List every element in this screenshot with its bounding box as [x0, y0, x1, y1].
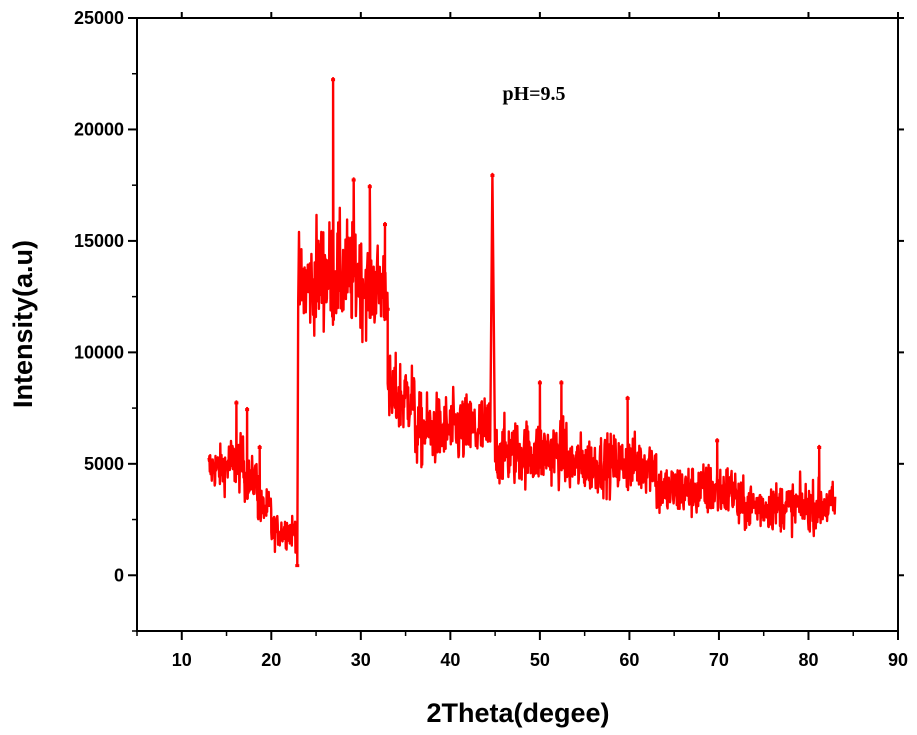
x-tick-label: 90 — [888, 650, 908, 670]
y-tick-label: 20000 — [74, 119, 124, 139]
x-tick-label: 30 — [351, 650, 371, 670]
x-axis-title: 2Theta(degee) — [426, 698, 609, 728]
x-tick-label: 70 — [709, 650, 729, 670]
x-tick-label: 60 — [619, 650, 639, 670]
x-tick-label: 10 — [172, 650, 192, 670]
x-tick-label: 40 — [440, 650, 460, 670]
plot-frame — [136, 17, 899, 632]
xrd-series-line — [207, 77, 837, 566]
x-tick-label: 50 — [530, 650, 550, 670]
ticks-layer: 10 20 30 40 50 60 70 80 90 0 5000 10000 15000 20000 25… — [74, 8, 908, 670]
y-tick-label: 10000 — [74, 342, 124, 362]
y-tick-label: 15000 — [74, 231, 124, 251]
y-tick-label: 0 — [114, 565, 124, 585]
y-axis-title: Intensity(a.u) — [8, 240, 38, 408]
data-layer — [207, 77, 837, 568]
x-tick-label: 20 — [261, 650, 281, 670]
x-tick-label: 80 — [798, 650, 818, 670]
y-tick-label: 25000 — [74, 8, 124, 28]
y-tick-label: 5000 — [84, 454, 124, 474]
annotation-label: pH=9.5 — [502, 83, 565, 105]
